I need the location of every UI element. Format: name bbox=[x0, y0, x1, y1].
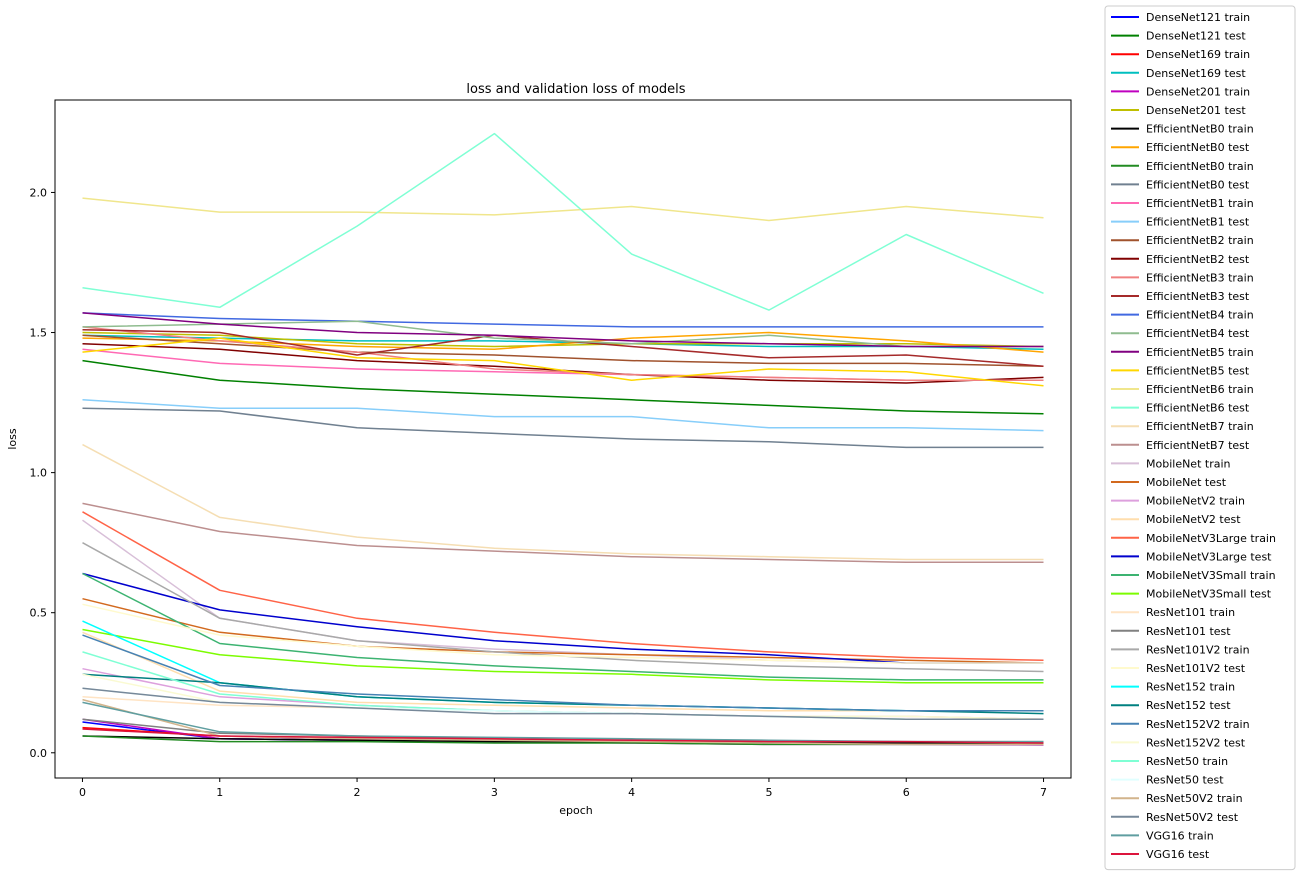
legend-item-label: VGG16 test bbox=[1146, 848, 1210, 861]
series-line-31 bbox=[82, 628, 1044, 684]
legend-item-label: ResNet152 train bbox=[1146, 681, 1235, 694]
y-axis-label: loss bbox=[6, 428, 19, 450]
legend-item-label: ResNet101V2 train bbox=[1146, 643, 1250, 656]
legend-item-label: ResNet101 test bbox=[1146, 625, 1231, 638]
legend-item-label: ResNet50 test bbox=[1146, 774, 1224, 787]
legend-item-label: EfficientNetB3 test bbox=[1146, 290, 1250, 303]
legend-item-label: EfficientNetB0 test bbox=[1146, 178, 1250, 191]
legend-item-label: MobileNet test bbox=[1146, 476, 1227, 489]
series-line-1 bbox=[82, 359, 1044, 415]
series-line-12 bbox=[82, 334, 1044, 367]
series-line-16 bbox=[82, 312, 1044, 328]
legend-item-label: ResNet152V2 train bbox=[1146, 718, 1250, 731]
legend-item-label: EfficientNetB0 train bbox=[1146, 160, 1254, 173]
x-axis-label: epoch bbox=[559, 804, 593, 817]
legend-item-label: EfficientNetB7 test bbox=[1146, 439, 1250, 452]
legend-item-label: EfficientNetB2 train bbox=[1146, 234, 1254, 247]
legend-item-label: EfficientNetB6 train bbox=[1146, 383, 1254, 396]
legend: DenseNet121 train DenseNet121 test DenseNe… bbox=[1104, 5, 1296, 871]
legend-item-label: EfficientNetB1 test bbox=[1146, 216, 1250, 229]
series-layer bbox=[82, 132, 1044, 746]
series-line-35 bbox=[82, 603, 1044, 664]
legend-item-label: ResNet101V2 test bbox=[1146, 662, 1246, 675]
x-tick-label: 5 bbox=[765, 786, 772, 799]
series-line-14 bbox=[82, 326, 1044, 381]
series-line-11 bbox=[82, 399, 1044, 432]
y-tick-label: 1.5 bbox=[30, 327, 48, 340]
series-line-23 bbox=[82, 502, 1044, 564]
series-line-25 bbox=[82, 597, 1044, 664]
legend-item-label: EfficientNetB3 train bbox=[1146, 271, 1254, 284]
y-tick-label: 1.0 bbox=[30, 467, 48, 480]
y-tick-label: 2.0 bbox=[30, 186, 48, 199]
series-line-28 bbox=[82, 511, 1044, 662]
legend-item-label: MobileNetV2 train bbox=[1146, 495, 1245, 508]
legend-item-label: MobileNet train bbox=[1146, 457, 1231, 470]
legend-item-label: EfficientNetB5 test bbox=[1146, 364, 1250, 377]
legend-item-label: DenseNet201 train bbox=[1146, 85, 1250, 98]
legend-item-label: EfficientNetB4 train bbox=[1146, 309, 1254, 322]
legend-item-label: DenseNet121 test bbox=[1146, 30, 1246, 43]
series-line-6 bbox=[82, 735, 1044, 745]
legend-item-label: ResNet152 test bbox=[1146, 699, 1231, 712]
y-tick-label: 0.0 bbox=[30, 747, 48, 760]
legend-item-label: ResNet101 train bbox=[1146, 606, 1235, 619]
legend-item-label: DenseNet169 train bbox=[1146, 48, 1250, 61]
series-line-45 bbox=[82, 728, 1044, 744]
series-line-30 bbox=[82, 572, 1044, 681]
series-line-9 bbox=[82, 407, 1044, 449]
series-line-43 bbox=[82, 687, 1044, 720]
x-tick-label: 3 bbox=[491, 786, 498, 799]
series-line-10 bbox=[82, 348, 1044, 381]
legend-item-label: MobileNetV2 test bbox=[1146, 513, 1241, 526]
x-tick-label: 4 bbox=[628, 786, 635, 799]
series-line-19 bbox=[82, 337, 1044, 387]
legend-item-label: EfficientNetB7 train bbox=[1146, 420, 1254, 433]
legend-item-label: EfficientNetB0 train bbox=[1146, 123, 1254, 136]
plot-area-frame bbox=[54, 99, 1072, 779]
x-tick-label: 0 bbox=[79, 786, 86, 799]
x-tick-label: 7 bbox=[1040, 786, 1047, 799]
series-line-18 bbox=[82, 312, 1044, 348]
legend-item-label: EfficientNetB5 train bbox=[1146, 346, 1254, 359]
legend-item-label: ResNet50V2 train bbox=[1146, 792, 1243, 805]
legend-item-label: EfficientNetB2 test bbox=[1146, 253, 1250, 266]
legend-item-label: EfficientNetB1 train bbox=[1146, 197, 1254, 210]
legend-item-label: MobileNetV3Large train bbox=[1146, 532, 1276, 545]
series-line-22 bbox=[82, 443, 1044, 561]
legend-item-label: VGG16 train bbox=[1146, 829, 1214, 842]
series-line-17 bbox=[82, 320, 1044, 348]
legend-item-label: EfficientNetB4 test bbox=[1146, 327, 1250, 340]
legend-item-label: ResNet50V2 test bbox=[1146, 811, 1239, 824]
legend-item-label: EfficientNetB0 test bbox=[1146, 141, 1250, 154]
x-tick-label: 1 bbox=[216, 786, 223, 799]
legend-item-label: ResNet152V2 test bbox=[1146, 736, 1246, 749]
legend-item-label: DenseNet169 test bbox=[1146, 67, 1246, 80]
legend-item-label: DenseNet201 test bbox=[1146, 104, 1246, 117]
chart-title: loss and validation loss of models bbox=[466, 82, 685, 97]
series-line-20 bbox=[82, 197, 1044, 222]
legend-item-label: MobileNetV3Large test bbox=[1146, 550, 1272, 563]
series-line-38 bbox=[82, 634, 1044, 712]
y-axis: 0.0 0.5 1.0 1.5 2.0 bbox=[30, 186, 55, 760]
series-line-29 bbox=[82, 572, 1044, 664]
x-tick-label: 2 bbox=[354, 786, 361, 799]
legend-item-label: DenseNet121 train bbox=[1146, 11, 1250, 24]
y-tick-label: 0.5 bbox=[30, 607, 48, 620]
legend-item-label: MobileNetV3Small test bbox=[1146, 588, 1272, 601]
x-axis: 0 1 2 3 4 5 6 7 bbox=[79, 778, 1047, 799]
series-line-21 bbox=[82, 132, 1044, 311]
legend-box bbox=[1104, 5, 1296, 871]
legend-item-label: ResNet50 train bbox=[1146, 755, 1228, 768]
x-tick-label: 6 bbox=[903, 786, 910, 799]
legend-item-label: MobileNetV3Small train bbox=[1146, 569, 1276, 582]
legend-item-label: EfficientNetB6 test bbox=[1146, 402, 1250, 415]
